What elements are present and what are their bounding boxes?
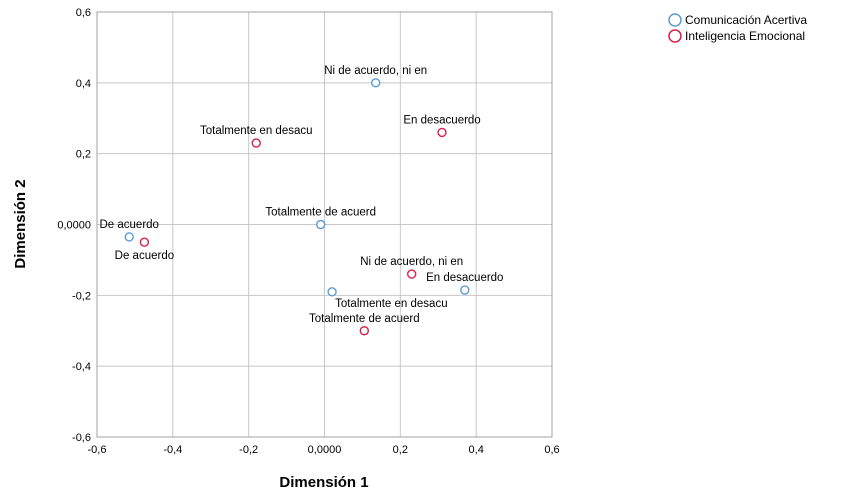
data-point (251, 138, 261, 148)
y-axis-title: Dimensión 2 (12, 179, 29, 268)
legend-label: Comunicación Acertiva (685, 13, 807, 27)
point-label: Totalmente en desacu (200, 125, 313, 137)
y-tick-label: -0,2 (72, 290, 91, 302)
data-point (124, 232, 134, 242)
plot-frame (96, 11, 553, 438)
point-label: Totalmente en desacu (335, 298, 448, 310)
point-label: Totalmente de acuerd (309, 313, 420, 325)
data-point (460, 285, 470, 295)
y-tick-label: 0,6 (76, 7, 91, 19)
data-points (124, 78, 470, 336)
y-tick-label: 0,0000 (57, 220, 91, 232)
data-point (139, 237, 150, 247)
y-tick-label: 0,4 (76, 78, 91, 90)
data-point (359, 326, 370, 336)
grid-layer (97, 12, 552, 437)
point-label: Ni de acuerdo, ni en (324, 65, 427, 77)
legend-label: Inteligencia Emocional (685, 29, 805, 43)
y-tick-label: -0,6 (72, 432, 91, 444)
legend: Comunicación Acertiva Inteligencia Emocio… (668, 13, 807, 43)
data-point (327, 287, 337, 297)
data-point (437, 127, 447, 138)
x-tick-label: -0,4 (163, 444, 182, 456)
y-tick-label: 0,2 (76, 149, 91, 161)
x-tick-label: 0,6 (544, 444, 559, 456)
tick-labels: -0,6 -0,4 -0,2 0,0000 0,2 0,4 0,6 0,6 0,4 0,2 0,00… (57, 7, 559, 456)
x-tick-label: 0,4 (469, 444, 484, 456)
legend-marker (668, 13, 682, 27)
point-label: En desacuerdo (403, 114, 480, 126)
y-tick-label: -0,4 (72, 361, 91, 373)
point-label: Ni de acuerdo, ni en (360, 256, 463, 268)
point-label: Totalmente de acuerd (265, 207, 376, 219)
x-tick-label: -0,6 (88, 444, 107, 456)
point-label: De acuerdo (115, 250, 174, 262)
point-label: En desacuerdo (426, 272, 503, 284)
data-point (316, 219, 326, 230)
data-point (370, 78, 381, 88)
point-label: De acuerdo (99, 219, 158, 231)
legend-marker (668, 29, 682, 43)
x-tick-label: 0,0000 (308, 444, 342, 456)
x-tick-label: 0,2 (393, 444, 408, 456)
x-axis-title: Dimensión 1 (279, 474, 368, 491)
data-point (407, 269, 417, 279)
x-tick-label: -0,2 (239, 444, 258, 456)
point-labels: Ni de acuerdo, ni en Totalmente de acuerd… (99, 65, 503, 325)
